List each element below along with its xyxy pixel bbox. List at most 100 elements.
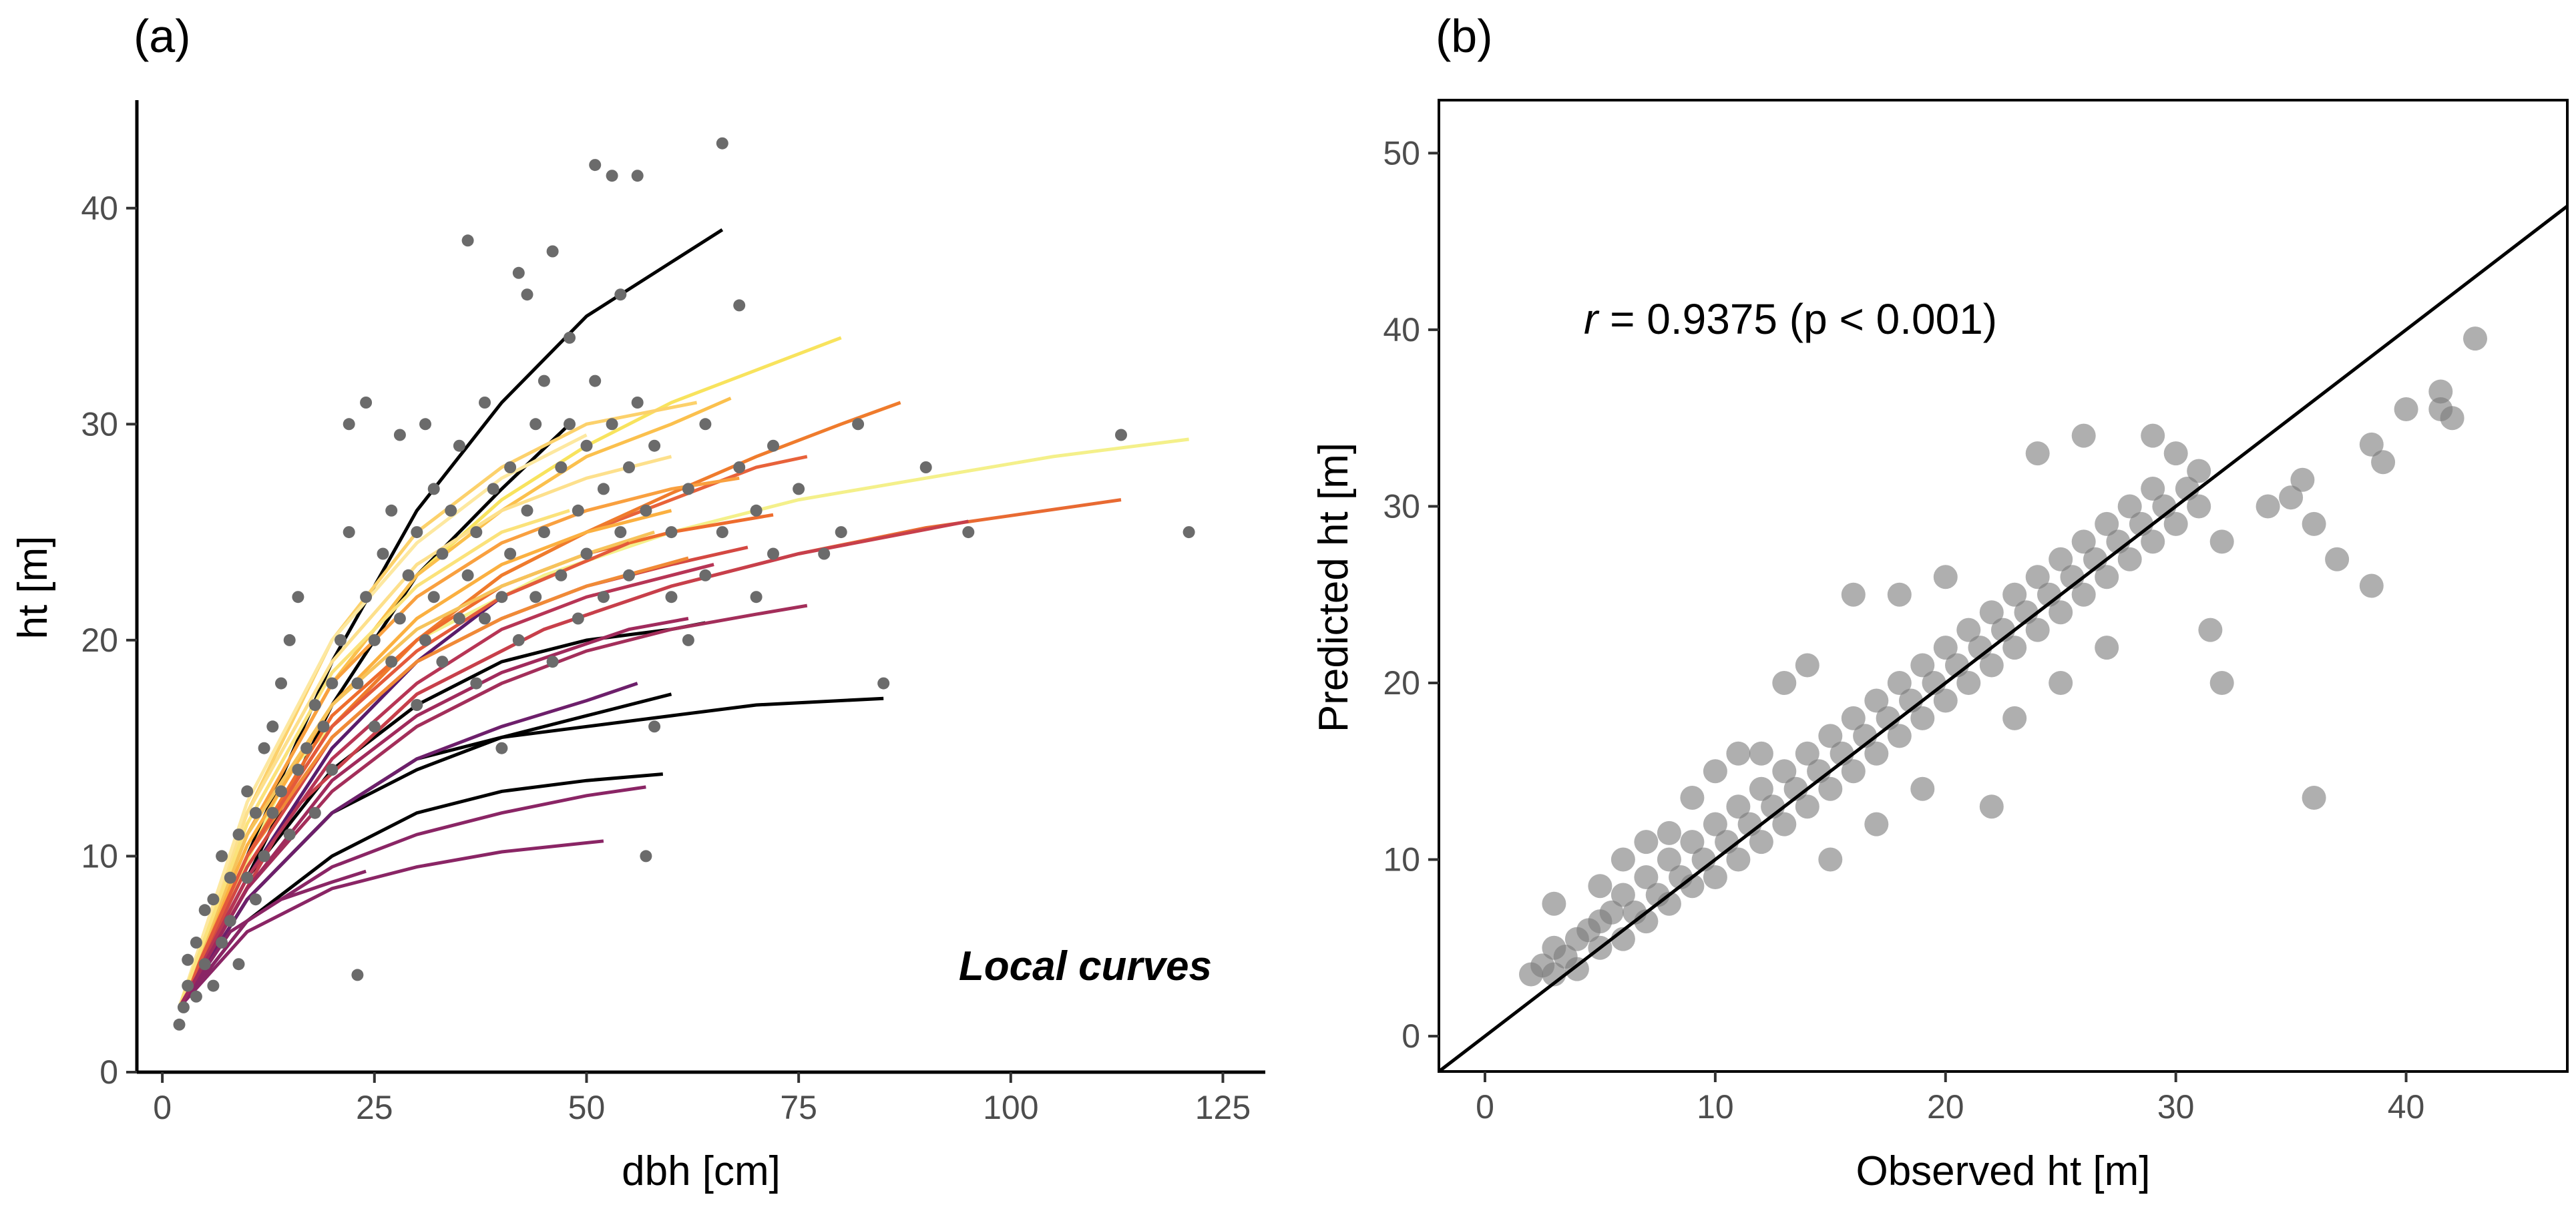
data-point-26 (283, 828, 296, 841)
y-tick-label-0: 0 (1402, 1017, 1420, 1055)
data-point-50 (1910, 706, 1935, 730)
data-point-108 (665, 591, 678, 604)
data-point-128 (1115, 429, 1127, 441)
data-point-51 (411, 699, 423, 711)
data-point-56 (427, 483, 440, 495)
data-point-90 (2209, 529, 2234, 554)
data-point-17 (241, 785, 254, 798)
data-point-102 (631, 397, 644, 409)
x-tick-label-10: 10 (1697, 1088, 1734, 1126)
data-point-116 (2095, 636, 2119, 660)
data-point-26 (1726, 847, 1751, 872)
y-axis-ticks: 0 10 20 30 40 (81, 190, 137, 1091)
data-point-60 (453, 612, 465, 625)
data-point-7 (198, 904, 211, 917)
data-point-63 (461, 569, 474, 581)
data-point-80 (538, 375, 550, 387)
local-curve-13 (178, 604, 808, 1009)
data-point-107 (1772, 671, 1797, 695)
data-point-58 (436, 547, 449, 560)
data-point-116 (733, 461, 746, 473)
x-axis-ticks: 0 25 50 75 100 125 (153, 1072, 1251, 1126)
data-point-75 (2095, 511, 2119, 536)
data-point-97 (2359, 432, 2384, 457)
y-tick-label-30: 30 (1383, 487, 1420, 525)
data-point-90 (580, 547, 593, 560)
data-point-0 (173, 1018, 186, 1031)
data-point-47 (1887, 724, 1912, 748)
data-point-30 (1749, 776, 1773, 801)
data-point-65 (2025, 618, 2050, 642)
data-point-68 (2049, 600, 2073, 625)
data-point-54 (419, 418, 431, 431)
data-point-99 (623, 461, 635, 473)
data-point-74 (512, 634, 525, 646)
x-tick-label-0: 0 (1476, 1088, 1494, 1126)
data-point-13 (224, 871, 236, 884)
data-point-129 (1183, 526, 1195, 539)
data-point-84 (2163, 441, 2188, 466)
data-point-44 (1864, 741, 1889, 766)
data-point-123 (1657, 820, 1681, 845)
data-point-21 (1680, 830, 1705, 855)
data-point-80 (2141, 529, 2165, 554)
data-point-92 (2279, 485, 2304, 510)
data-point-29 (292, 591, 304, 604)
data-point-53 (419, 634, 431, 646)
data-point-96 (606, 418, 618, 431)
data-point-30 (300, 742, 313, 754)
data-point-60 (1979, 600, 2004, 625)
data-point-113 (716, 137, 728, 150)
y-tick-label-10: 10 (1383, 841, 1420, 879)
data-point-2 (182, 979, 194, 992)
data-point-87 (2187, 459, 2211, 483)
local-curve-7 (178, 397, 732, 1008)
panel-a-label: (a) (134, 10, 191, 62)
data-point-62 (2002, 636, 2027, 660)
data-point-95 (2302, 511, 2326, 536)
data-point-92 (589, 159, 602, 172)
data-point-45 (377, 547, 389, 560)
data-point-85 (564, 418, 576, 431)
local-curve-22 (178, 509, 672, 1008)
data-point-27 (283, 634, 296, 646)
local-curve-6 (178, 336, 842, 1008)
panel-a: (a) 0 25 50 75 100 125 0 10 20 30 40 dbh [cm] ht … (10, 10, 1265, 1194)
data-point-19 (249, 806, 262, 819)
data-point-112 (699, 569, 712, 581)
data-point-56 (1956, 671, 1981, 695)
data-point-39 (1818, 724, 1843, 748)
data-point-55 (427, 591, 440, 604)
data-point-10 (1599, 900, 1624, 925)
data-point-94 (597, 591, 610, 604)
data-point-42 (1841, 706, 1866, 730)
x-tick-label-40: 40 (2388, 1088, 2425, 1126)
data-point-59 (445, 504, 457, 517)
data-point-48 (393, 612, 406, 625)
data-point-5 (190, 936, 202, 949)
data-point-34 (326, 764, 339, 776)
data-point-106 (648, 720, 661, 733)
data-point-87 (572, 504, 584, 517)
data-point-49 (393, 429, 406, 441)
local-curve-1 (178, 423, 571, 1009)
panel-b: (b) 0 10 20 30 40 0 10 20 30 40 50 Observed ht [m… (1311, 10, 2569, 1194)
x-tick-label-100: 100 (983, 1089, 1038, 1126)
data-point-41 (360, 591, 373, 604)
local-curve-14 (178, 682, 638, 1009)
data-point-97 (614, 526, 627, 539)
data-point-15 (1634, 865, 1659, 889)
data-point-37 (343, 526, 355, 539)
data-point-95 (606, 170, 618, 182)
data-point-40 (351, 969, 364, 981)
data-point-104 (2463, 326, 2487, 351)
local-curve-28 (178, 433, 588, 1008)
data-point-23 (1703, 865, 1727, 889)
y-tick-label-10: 10 (81, 837, 118, 875)
data-point-16 (241, 871, 254, 884)
data-point-125 (1588, 874, 1613, 899)
data-point-1 (177, 1001, 190, 1013)
data-point-28 (292, 764, 304, 776)
data-point-88 (572, 612, 584, 625)
data-point-23 (266, 720, 279, 733)
